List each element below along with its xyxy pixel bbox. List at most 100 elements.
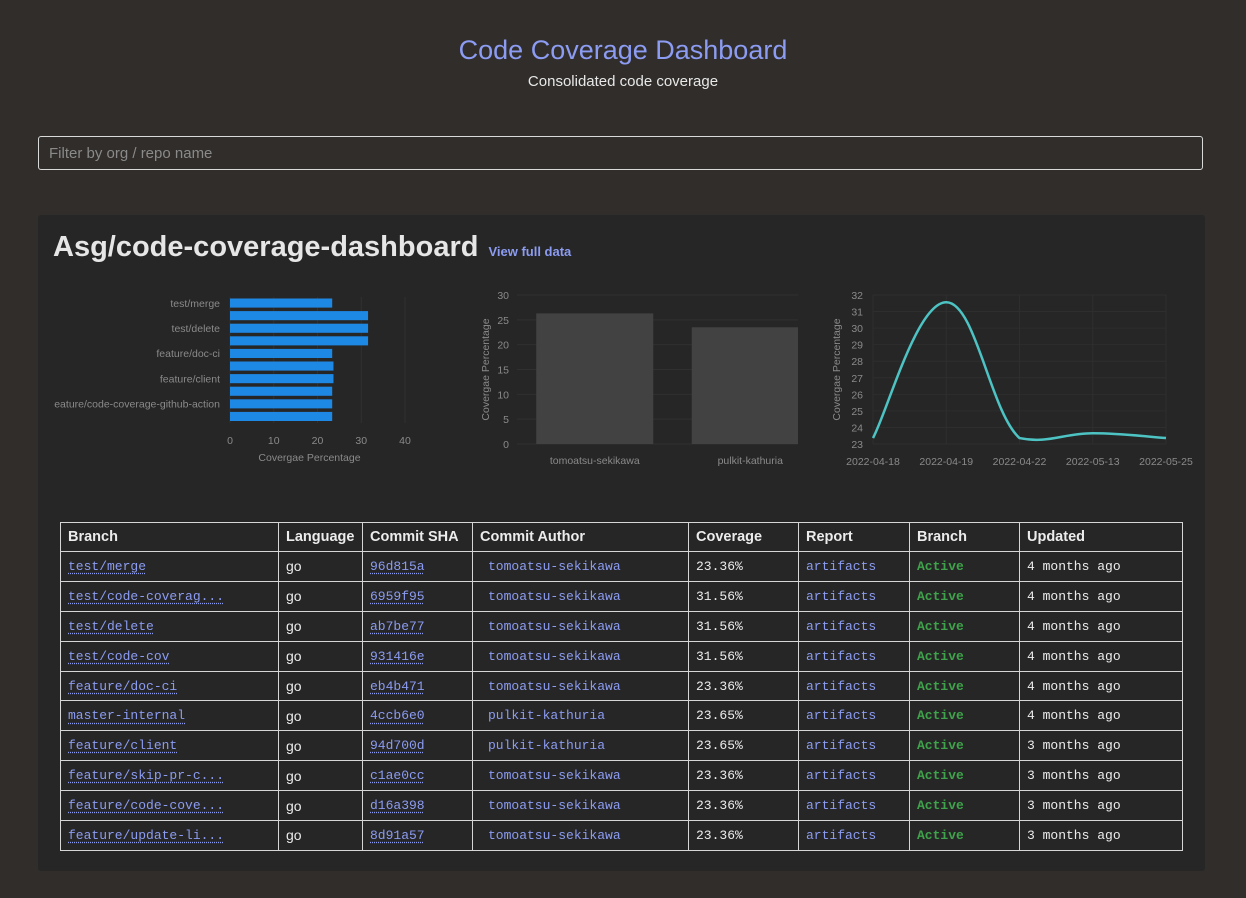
status-badge: Active <box>917 768 964 784</box>
author-cell: tomoatsu-sekikawa <box>472 790 689 822</box>
series-line <box>871 301 1167 442</box>
commit-sha-link[interactable]: ab7be77 <box>370 618 425 634</box>
updated-cell: 4 months ago <box>1019 670 1183 702</box>
report-cell: artifacts <box>798 820 910 851</box>
status-badge: Active <box>917 678 964 694</box>
status-cell: Active <box>909 640 1020 672</box>
col-branch-status[interactable]: Branch <box>909 522 1020 552</box>
x-tick-label: 20 <box>312 435 324 447</box>
commit-author-link[interactable]: tomoatsu-sekikawa <box>488 798 621 814</box>
sha-cell: 8d91a57 <box>362 820 473 851</box>
report-link[interactable]: artifacts <box>806 618 877 634</box>
commit-sha-link[interactable]: c1ae0cc <box>370 768 425 784</box>
commit-sha-link[interactable]: d16a398 <box>370 798 425 814</box>
commit-author-link[interactable]: tomoatsu-sekikawa <box>488 558 621 574</box>
commit-author-link[interactable]: tomoatsu-sekikawa <box>488 768 621 784</box>
report-link[interactable]: artifacts <box>806 558 877 574</box>
x-axis-label: Covergae Percentage <box>258 452 360 464</box>
author-cell: tomoatsu-sekikawa <box>472 670 689 702</box>
commit-author-link[interactable]: tomoatsu-sekikawa <box>488 827 621 843</box>
coverage-cell: 31.56% <box>688 640 799 672</box>
status-badge: Active <box>917 798 964 814</box>
y-tick-label: test/delete <box>172 323 221 335</box>
branch-link[interactable]: feature/client <box>68 738 178 754</box>
report-link[interactable]: artifacts <box>806 648 877 664</box>
commit-sha-link[interactable]: 6959f95 <box>370 588 425 604</box>
sha-cell: 931416e <box>362 640 473 672</box>
commit-author-link[interactable]: pulkit-kathuria <box>488 708 606 724</box>
status-cell: Active <box>909 580 1020 612</box>
coverage-cell: 23.36% <box>688 790 799 822</box>
branch-link[interactable]: master-internal <box>68 708 186 724</box>
report-link[interactable]: artifacts <box>806 738 877 754</box>
coverage-cell: 23.65% <box>688 700 799 732</box>
report-link[interactable]: artifacts <box>806 588 877 604</box>
report-link[interactable]: artifacts <box>806 678 877 694</box>
bar <box>691 327 798 444</box>
commit-author-link[interactable]: pulkit-kathuria <box>488 738 606 754</box>
report-link[interactable]: artifacts <box>806 798 877 814</box>
report-cell: artifacts <box>798 730 910 762</box>
branch-link[interactable]: test/merge <box>68 558 147 574</box>
y-tick-label: 25 <box>851 406 863 418</box>
branch-link[interactable]: test/code-coverag... <box>68 588 225 604</box>
commit-sha-link[interactable]: 94d700d <box>370 738 425 754</box>
branch-link[interactable]: feature/skip-pr-c... <box>68 768 225 784</box>
branch-link[interactable]: test/code-cov <box>68 648 170 664</box>
col-coverage[interactable]: Coverage <box>688 522 799 552</box>
table-row: feature/doc-ci go eb4b471 tomoatsu-sekikawa… <box>60 670 1183 702</box>
x-tick-label: 2022-05-25 <box>1139 456 1193 468</box>
page-title: Code Coverage Dashboard <box>458 35 788 65</box>
status-badge: Active <box>917 738 964 754</box>
col-branch[interactable]: Branch <box>60 522 279 552</box>
filter-input[interactable] <box>38 136 1203 170</box>
author-cell: tomoatsu-sekikawa <box>472 760 689 792</box>
commit-author-link[interactable]: tomoatsu-sekikawa <box>488 588 621 604</box>
table-row: test/code-coverag... go 6959f95 tomoatsu-se… <box>60 580 1183 612</box>
branch-table: Branch Language Commit SHA Commit Author… <box>60 522 1183 851</box>
branch-cell: feature/update-li... <box>60 820 279 851</box>
branch-link[interactable]: feature/code-cove... <box>68 798 225 814</box>
x-tick-label: tomoatsu-sekikawa <box>550 455 640 467</box>
bar <box>230 298 333 308</box>
sha-cell: eb4b471 <box>362 670 473 702</box>
commit-sha-link[interactable]: 931416e <box>370 648 425 664</box>
col-commit-author[interactable]: Commit Author <box>472 522 689 552</box>
commit-sha-link[interactable]: 8d91a57 <box>370 827 425 843</box>
commit-author-link[interactable]: tomoatsu-sekikawa <box>488 648 621 664</box>
x-tick-label: 2022-05-13 <box>1066 456 1120 468</box>
commit-sha-link[interactable]: 96d815a <box>370 558 425 574</box>
branch-link[interactable]: feature/update-li... <box>68 827 225 843</box>
branch-link[interactable]: feature/doc-ci <box>68 678 178 694</box>
branch-link[interactable]: test/delete <box>68 618 154 634</box>
sha-cell: 6959f95 <box>362 580 473 612</box>
status-badge: Active <box>917 558 964 574</box>
language-cell: go <box>278 730 363 762</box>
bar <box>230 311 369 321</box>
y-tick-label: 30 <box>497 290 509 302</box>
branch-cell: test/code-cov <box>60 640 279 672</box>
sha-cell: 94d700d <box>362 730 473 762</box>
col-report[interactable]: Report <box>798 522 910 552</box>
report-link[interactable]: artifacts <box>806 708 877 724</box>
table-row: feature/code-cove... go d16a398 tomoatsu-se… <box>60 790 1183 822</box>
bar <box>230 386 333 396</box>
table-row: test/delete go ab7be77 tomoatsu-sekikawa 31.… <box>60 610 1183 642</box>
col-commit-sha[interactable]: Commit SHA <box>362 522 473 552</box>
commit-author-link[interactable]: tomoatsu-sekikawa <box>488 678 621 694</box>
author-cell: tomoatsu-sekikawa <box>472 640 689 672</box>
col-language[interactable]: Language <box>278 522 363 552</box>
author-cell: pulkit-kathuria <box>472 700 689 732</box>
commit-sha-link[interactable]: 4ccb6e0 <box>370 708 425 724</box>
language-cell: go <box>278 820 363 851</box>
branch-cell: feature/code-cove... <box>60 790 279 822</box>
branch-cell: feature/skip-pr-c... <box>60 760 279 792</box>
commit-sha-link[interactable]: eb4b471 <box>370 678 425 694</box>
commit-author-link[interactable]: tomoatsu-sekikawa <box>488 618 621 634</box>
author-cell: tomoatsu-sekikawa <box>472 580 689 612</box>
col-updated[interactable]: Updated <box>1019 522 1183 552</box>
coverage-cell: 31.56% <box>688 610 799 642</box>
view-full-data-link[interactable]: View full data <box>488 244 572 259</box>
report-link[interactable]: artifacts <box>806 827 877 843</box>
report-link[interactable]: artifacts <box>806 768 877 784</box>
